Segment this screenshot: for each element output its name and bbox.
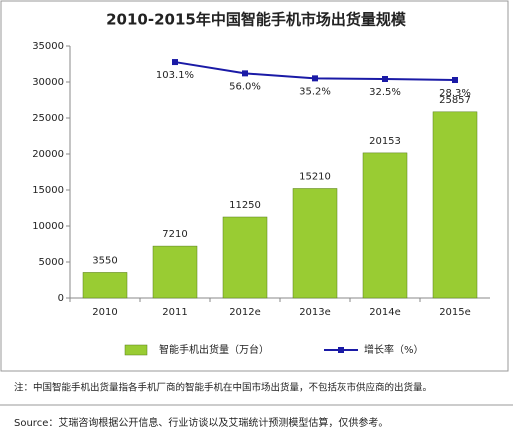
x-tick-label: 2010 <box>92 307 117 318</box>
line-marker <box>382 76 388 82</box>
source: Source：艾瑞咨询根据公开信息、行业访谈以及艾瑞统计预测模型估算，仅供参考。 <box>14 416 388 429</box>
legend-label: 智能手机出货量（万台） <box>159 343 269 356</box>
line-label: 56.0% <box>229 81 261 92</box>
line-label: 103.1% <box>156 70 194 81</box>
line-marker <box>312 75 318 82</box>
legend-label: 增长率（%） <box>364 343 424 356</box>
bar-label: 20153 <box>369 136 401 147</box>
y-tick-label: 10000 <box>32 221 64 232</box>
y-tick-label: 35000 <box>32 41 64 52</box>
bar <box>82 272 128 299</box>
bar <box>222 216 268 299</box>
x-tick-label: 2014e <box>369 307 401 318</box>
line-label: 28.3% <box>439 88 471 99</box>
bar-label: 25857 <box>439 95 471 106</box>
y-tick-label: 15000 <box>32 185 64 196</box>
y-tick-label: 5000 <box>39 257 64 268</box>
line-marker <box>242 70 248 77</box>
y-tick-label: 0 <box>58 293 64 304</box>
bar <box>292 188 338 299</box>
bar-label: 7210 <box>162 229 187 240</box>
line-marker <box>172 59 178 66</box>
bar-label: 15210 <box>299 171 331 182</box>
bar-label: 11250 <box>229 200 261 211</box>
bar <box>152 245 198 299</box>
x-tick-label: 2012e <box>229 307 261 318</box>
y-tick-label: 20000 <box>32 149 64 160</box>
note: 注：中国智能手机出货量指各手机厂商的智能手机在中国市场出货量，不包括灰市供应商的… <box>14 382 432 394</box>
chart-border <box>0 0 509 372</box>
line-marker <box>452 77 458 84</box>
y-tick-label: 30000 <box>32 77 64 88</box>
bar-label: 3550 <box>92 255 117 266</box>
bar <box>362 152 408 299</box>
chart-title: 2010-2015年中国智能手机市场出货量规模 <box>106 11 407 29</box>
legend-swatch <box>124 344 148 356</box>
line-label: 35.2% <box>299 86 331 97</box>
y-tick-label: 25000 <box>32 113 64 124</box>
bar <box>432 111 478 299</box>
x-tick-label: 2011 <box>162 307 187 318</box>
line-label: 32.5% <box>369 87 401 98</box>
x-tick-label: 2013e <box>299 307 331 318</box>
legend-marker <box>338 347 344 353</box>
x-tick-label: 2015e <box>439 307 471 318</box>
